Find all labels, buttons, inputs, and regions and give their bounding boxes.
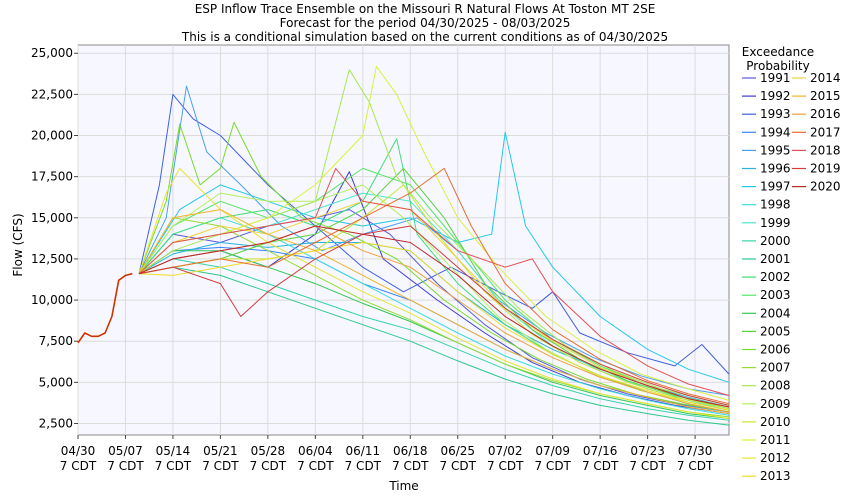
y-tick-label: 12,500 bbox=[31, 252, 73, 266]
legend-entry-2002: 2002 bbox=[760, 270, 791, 284]
y-tick-label: 5,000 bbox=[39, 375, 73, 389]
series-line-2004 bbox=[138, 250, 730, 419]
y-tick-label: 25,000 bbox=[31, 46, 73, 60]
x-tick-sublabel: 7 CDT bbox=[629, 459, 666, 473]
x-tick-sublabel: 7 CDT bbox=[107, 459, 144, 473]
legend-entry-1992: 1992 bbox=[760, 89, 791, 103]
series-line-2015 bbox=[138, 209, 730, 415]
title-line-3: This is a conditional simulation based o… bbox=[181, 30, 668, 44]
y-tick-label: 10,000 bbox=[31, 293, 73, 307]
x-tick-sublabel: 7 CDT bbox=[392, 459, 429, 473]
series-line-1991 bbox=[138, 209, 730, 413]
y-tick-label: 2,500 bbox=[39, 416, 73, 430]
x-axis-title: Time bbox=[388, 479, 418, 493]
legend-entry-2014: 2014 bbox=[810, 71, 841, 85]
legend: Exceedance Probability 1991 1992 1993 1994 1… bbox=[742, 45, 841, 483]
legend-entry-2015: 2015 bbox=[810, 89, 841, 103]
y-tick-label: 7,500 bbox=[39, 334, 73, 348]
legend-entry-2008: 2008 bbox=[760, 379, 791, 393]
series-line-2017 bbox=[138, 167, 730, 405]
legend-entry-2009: 2009 bbox=[760, 397, 791, 411]
y-tick-label: 22,500 bbox=[31, 87, 73, 101]
x-tick-label: 06/18 bbox=[393, 444, 428, 458]
legend-entry-2011: 2011 bbox=[760, 433, 791, 447]
x-tick-sublabel: 7 CDT bbox=[345, 459, 382, 473]
observed-layer bbox=[77, 272, 133, 344]
legend-entry-1997: 1997 bbox=[760, 180, 791, 194]
legend-entry-2016: 2016 bbox=[810, 107, 841, 121]
x-tick-sublabel: 7 CDT bbox=[155, 459, 192, 473]
x-tick-label: 06/04 bbox=[298, 444, 333, 458]
series-layer bbox=[138, 65, 730, 426]
legend-entry-2001: 2001 bbox=[760, 252, 791, 266]
x-tick-sublabel: 7 CDT bbox=[487, 459, 524, 473]
series-line-2013 bbox=[138, 242, 730, 411]
legend-entry-2018: 2018 bbox=[810, 143, 841, 157]
legend-entry-2010: 2010 bbox=[760, 415, 791, 429]
observed-line bbox=[77, 272, 133, 344]
y-tick-label: 17,500 bbox=[31, 170, 73, 184]
x-tick-sublabel: 7 CDT bbox=[60, 459, 97, 473]
legend-title-line-1: Exceedance bbox=[742, 45, 814, 59]
series-line-2019 bbox=[138, 225, 730, 406]
title-line-2: Forecast for the period 04/30/2025 - 08/… bbox=[280, 16, 571, 30]
legend-entry-1994: 1994 bbox=[760, 125, 791, 139]
x-tick-label: 05/14 bbox=[156, 444, 191, 458]
x-tick-label: 05/21 bbox=[203, 444, 238, 458]
legend-title-line-2: Probability bbox=[746, 59, 809, 73]
x-tick-sublabel: 7 CDT bbox=[440, 459, 477, 473]
y-tick-label: 15,000 bbox=[31, 211, 73, 225]
legend-entry-2012: 2012 bbox=[760, 451, 791, 465]
x-tick-label: 06/11 bbox=[346, 444, 381, 458]
chart-title: ESP Inflow Trace Ensemble on the Missour… bbox=[181, 2, 668, 44]
legend-entry-1996: 1996 bbox=[760, 162, 791, 176]
legend-entry-1993: 1993 bbox=[760, 107, 791, 121]
x-tick-sublabel: 7 CDT bbox=[677, 459, 714, 473]
x-tick-label: 05/28 bbox=[251, 444, 286, 458]
series-line-2020 bbox=[138, 225, 730, 408]
x-tick-label: 04/30 bbox=[61, 444, 96, 458]
series-line-2000 bbox=[138, 258, 730, 421]
y-axis: 2,500 5,000 7,500 10,000 12,500 15,000 17,500 2… bbox=[31, 46, 78, 430]
x-tick-label: 06/25 bbox=[440, 444, 475, 458]
x-tick-label: 07/16 bbox=[583, 444, 618, 458]
x-tick-label: 07/09 bbox=[535, 444, 570, 458]
series-line-2010 bbox=[138, 184, 730, 410]
legend-entry-1998: 1998 bbox=[760, 198, 791, 212]
x-tick-sublabel: 7 CDT bbox=[250, 459, 287, 473]
series-line-2018 bbox=[138, 167, 730, 396]
legend-entry-2017: 2017 bbox=[810, 125, 841, 139]
title-line-1: ESP Inflow Trace Ensemble on the Missour… bbox=[195, 2, 656, 16]
legend-entry-1995: 1995 bbox=[760, 143, 791, 157]
legend-entry-2019: 2019 bbox=[810, 162, 841, 176]
series-line-2012 bbox=[138, 167, 730, 419]
x-tick-label: 07/30 bbox=[678, 444, 713, 458]
series-line-2001 bbox=[138, 266, 730, 426]
legend-entry-2000: 2000 bbox=[760, 234, 791, 248]
legend-entry-2020: 2020 bbox=[810, 180, 841, 194]
x-tick-sublabel: 7 CDT bbox=[582, 459, 619, 473]
series-line-2006 bbox=[138, 121, 730, 413]
series-line-2005 bbox=[138, 167, 730, 408]
x-tick-sublabel: 7 CDT bbox=[202, 459, 239, 473]
legend-entry-2013: 2013 bbox=[760, 469, 791, 483]
legend-entry-2006: 2006 bbox=[760, 343, 791, 357]
legend-entry-1991: 1991 bbox=[760, 71, 791, 85]
legend-entry-2003: 2003 bbox=[760, 288, 791, 302]
x-tick-label: 07/23 bbox=[630, 444, 665, 458]
legend-entry-1999: 1999 bbox=[760, 216, 791, 230]
x-tick-label: 07/02 bbox=[488, 444, 523, 458]
x-tick-label: 05/07 bbox=[108, 444, 143, 458]
y-tick-label: 20,000 bbox=[31, 129, 73, 143]
series-line-2002 bbox=[138, 138, 730, 413]
legend-entry-2005: 2005 bbox=[760, 324, 791, 338]
x-tick-sublabel: 7 CDT bbox=[297, 459, 334, 473]
series-line-1998 bbox=[138, 217, 730, 416]
legend-entry-2004: 2004 bbox=[760, 306, 791, 320]
x-tick-sublabel: 7 CDT bbox=[534, 459, 571, 473]
y-axis-title: Flow (CFS) bbox=[11, 213, 25, 276]
legend-entry-2007: 2007 bbox=[760, 361, 791, 375]
